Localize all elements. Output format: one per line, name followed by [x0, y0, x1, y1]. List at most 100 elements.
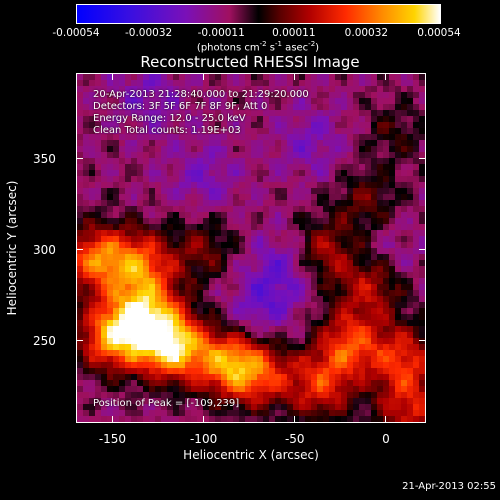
heatmap-cell: [233, 146, 240, 153]
heatmap-cell: [389, 176, 396, 183]
x-tick-label: -150: [98, 432, 127, 446]
heatmap-cell: [161, 272, 168, 279]
heatmap-cell: [143, 146, 150, 153]
heatmap-cell: [221, 236, 228, 243]
heatmap-cell: [263, 158, 270, 165]
heatmap-cell: [401, 188, 408, 195]
heatmap-cell: [95, 218, 102, 225]
heatmap-cell: [317, 392, 324, 399]
heatmap-cell: [275, 146, 282, 153]
heatmap-cell: [383, 122, 390, 129]
heatmap-cell: [365, 386, 372, 393]
heatmap-cell: [233, 278, 240, 285]
heatmap-cell: [233, 134, 240, 141]
heatmap-cell: [209, 236, 216, 243]
heatmap-cell: [281, 338, 288, 345]
heatmap-cell: [293, 110, 300, 117]
heatmap-cell: [353, 392, 360, 399]
heatmap-cell: [413, 362, 420, 369]
heatmap-cell: [305, 74, 312, 81]
heatmap-cell: [401, 272, 408, 279]
heatmap-cell: [155, 260, 162, 267]
heatmap-cell: [185, 386, 192, 393]
heatmap-cell: [311, 92, 318, 99]
heatmap-cell: [197, 194, 204, 201]
heatmap-cell: [203, 332, 210, 339]
heatmap-cell: [239, 278, 246, 285]
heatmap-cell: [233, 314, 240, 321]
heatmap-cell: [335, 278, 342, 285]
heatmap-cell: [101, 386, 108, 393]
heatmap-cell: [311, 194, 318, 201]
heatmap-cell: [317, 242, 324, 249]
heatmap-cell: [83, 308, 90, 315]
heatmap-cell: [95, 338, 102, 345]
heatmap-cell: [143, 236, 150, 243]
heatmap-cell: [191, 86, 198, 93]
heatmap-cell: [299, 296, 306, 303]
heatmap-cell: [83, 98, 90, 105]
heatmap-cell: [101, 224, 108, 231]
heatmap-cell: [101, 176, 108, 183]
heatmap-cell: [203, 128, 210, 135]
heatmap-cell: [119, 272, 126, 279]
heatmap-cell: [203, 86, 210, 93]
heatmap-cell: [419, 290, 425, 297]
heatmap-cell: [269, 86, 276, 93]
x-tick-mark: [294, 416, 296, 423]
heatmap-cell: [365, 260, 372, 267]
heatmap-cell: [95, 344, 102, 351]
heatmap-cell: [407, 212, 414, 219]
heatmap-cell: [131, 386, 138, 393]
heatmap-cell: [275, 236, 282, 243]
heatmap-cell: [233, 164, 240, 171]
heatmap-cell: [413, 140, 420, 147]
heatmap-cell: [371, 320, 378, 327]
heatmap-cell: [275, 110, 282, 117]
heatmap-cell: [155, 362, 162, 369]
heatmap-cell: [143, 158, 150, 165]
heatmap-cell: [77, 380, 84, 387]
heatmap-cell: [401, 332, 408, 339]
annotation-energy-range: Energy Range: 12.0 - 25.0 keV: [93, 113, 246, 124]
heatmap-cell: [365, 230, 372, 237]
heatmap-cell: [401, 140, 408, 147]
heatmap-cell: [275, 278, 282, 285]
heatmap-cell: [107, 308, 114, 315]
heatmap-cell: [263, 302, 270, 309]
heatmap-cell: [137, 416, 144, 422]
heatmap-cell: [83, 242, 90, 249]
heatmap-cell: [191, 182, 198, 189]
heatmap-cell: [419, 146, 425, 153]
heatmap-cell: [335, 134, 342, 141]
heatmap-cell: [263, 356, 270, 363]
heatmap-cell: [203, 284, 210, 291]
heatmap-cell: [89, 386, 96, 393]
heatmap-cell: [197, 380, 204, 387]
heatmap-cell: [125, 146, 132, 153]
heatmap-cell: [251, 374, 258, 381]
heatmap-cell: [413, 80, 420, 87]
heatmap-cell: [317, 92, 324, 99]
heatmap-cell: [233, 74, 240, 81]
heatmap-cell: [329, 374, 336, 381]
heatmap-cell: [215, 248, 222, 255]
heatmap-cell: [143, 116, 150, 123]
heatmap-cell: [137, 314, 144, 321]
heatmap-cell: [275, 410, 282, 417]
heatmap-cell: [149, 266, 156, 273]
heatmap-cell: [161, 386, 168, 393]
heatmap-cell: [101, 152, 108, 159]
heatmap-cell: [251, 158, 258, 165]
heatmap-cell: [239, 98, 246, 105]
heatmap-cell: [245, 296, 252, 303]
heatmap-cell: [221, 410, 228, 417]
heatmap-cell: [137, 338, 144, 345]
heatmap-cell: [371, 194, 378, 201]
heatmap-cell: [305, 128, 312, 135]
heatmap-cell: [191, 404, 198, 411]
heatmap-cell: [143, 314, 150, 321]
heatmap-cell: [167, 392, 174, 399]
heatmap-cell: [275, 374, 282, 381]
heatmap-cell: [263, 74, 270, 81]
